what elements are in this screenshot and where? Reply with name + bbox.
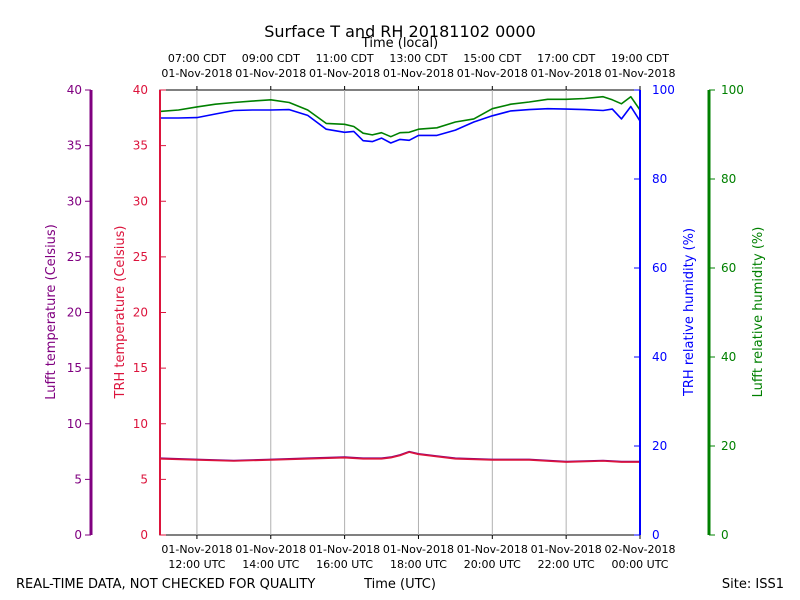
top-axis-label: Time (local) [361,36,438,51]
trh_rh-tick-label: 40 [652,350,667,364]
x-tick-label-cdt: 07:00 CDT [168,52,226,65]
lufft_temp-tick-label: 30 [67,194,82,208]
trh_rh-series-line [160,105,641,144]
lufft_temp-tick-label: 0 [74,528,82,542]
trh_temp-tick-label: 35 [133,139,148,153]
lufft_rh-tick-label: 60 [721,261,736,275]
trh_rh-tick-label: 100 [652,83,675,97]
x-tick-label-local-date: 01-Nov-2018 [161,67,232,80]
x-tick-label-cdt: 19:00 CDT [611,52,669,65]
trh-humidity-axis-label: TRH relative humidity (%) [682,228,697,397]
x-tick-label-utc: 14:00 UTC [242,558,299,571]
trh_temp-tick-label: 30 [133,194,148,208]
trh_temp-tick-label: 40 [133,83,148,97]
x-tick-label-date: 01-Nov-2018 [531,543,602,556]
x-tick-label-cdt: 15:00 CDT [463,52,521,65]
x-tick-label-cdt: 09:00 CDT [242,52,300,65]
x-tick-label-utc: 18:00 UTC [390,558,447,571]
x-tick-label-date: 02-Nov-2018 [604,543,675,556]
x-tick-label-cdt: 11:00 CDT [316,52,374,65]
lufft_temp-tick-label: 20 [67,306,82,320]
lufft_rh-tick-label: 40 [721,350,736,364]
lufft_temp-tick-label: 5 [74,472,82,486]
x-tick-label-date: 01-Nov-2018 [383,543,454,556]
lufft_temp-tick-label: 40 [67,83,82,97]
x-tick-label-utc: 16:00 UTC [316,558,373,571]
chart-title: Surface T and RH 20181102 0000 [264,22,536,41]
plot-area [159,89,641,536]
x-tick-label-local-date: 01-Nov-2018 [235,67,306,80]
x-axis-ticks: 01-Nov-2018 12:00 UTC 01-Nov-2018 14:00 UTC… [161,52,675,571]
lufft-humidity-axis-label: Lufft relative humidity (%) [751,227,766,398]
lufft_rh-tick-label: 100 [721,83,744,97]
x-tick-label-date: 01-Nov-2018 [309,543,380,556]
lufft_temp-series-line [159,450,640,463]
lufft_rh-tick-label: 20 [721,439,736,453]
lufft-temperature-axis-label: Lufft temperature (Celsius) [44,224,59,400]
trh_rh-tick-label: 0 [652,528,660,542]
quality-disclaimer: REAL-TIME DATA, NOT CHECKED FOR QUALITY [16,577,315,592]
site-label: Site: ISS1 [722,577,784,592]
lufft_temp-tick-label: 35 [67,139,82,153]
trh_rh-tick-label: 80 [652,172,667,186]
trh_temp-tick-label: 20 [133,306,148,320]
trh_temp-tick-label: 25 [133,250,148,264]
trh-temperature-axis-label: TRH temperature (Celsius) [113,226,128,400]
trh_temp-tick-label: 0 [140,528,148,542]
lufft_rh-series-line [159,95,641,138]
lufft_temp-tick-label: 15 [67,361,82,375]
series-lines [159,95,641,463]
x-tick-label-date: 01-Nov-2018 [235,543,306,556]
x-tick-label-local-date: 01-Nov-2018 [383,67,454,80]
x-tick-label-date: 01-Nov-2018 [457,543,528,556]
x-tick-label-date: 01-Nov-2018 [161,543,232,556]
x-tick-label-local-date: 01-Nov-2018 [531,67,602,80]
bottom-axis-label: Time (UTC) [363,577,436,592]
lufft_rh-tick-label: 80 [721,172,736,186]
x-tick-label-utc: 00:00 UTC [611,558,668,571]
trh_temp-series-line [159,451,640,463]
trh_rh-tick-label: 60 [652,261,667,275]
trh_temp-tick-label: 10 [133,417,148,431]
lufft_rh-tick-label: 0 [721,528,729,542]
x-tick-label-utc: 22:00 UTC [538,558,595,571]
x-tick-label-local-date: 01-Nov-2018 [309,67,380,80]
trh_temp-tick-label: 5 [140,472,148,486]
vertical-gridlines [196,90,567,535]
x-tick-label-utc: 20:00 UTC [464,558,521,571]
axes: 0 5 10 15 20 25 30 35 40 0 5 10 15 20 25 30 35 40 0 20 40 60 8… [67,83,744,542]
trh_temp-tick-label: 15 [133,361,148,375]
x-tick-label-cdt: 13:00 CDT [389,52,447,65]
x-tick-label-cdt: 17:00 CDT [537,52,595,65]
lufft_temp-tick-label: 10 [67,417,82,431]
trh_rh-tick-label: 20 [652,439,667,453]
x-tick-label-local-date: 01-Nov-2018 [604,67,675,80]
lufft_temp-tick-label: 25 [67,250,82,264]
x-tick-label-utc: 12:00 UTC [168,558,225,571]
x-tick-label-local-date: 01-Nov-2018 [457,67,528,80]
